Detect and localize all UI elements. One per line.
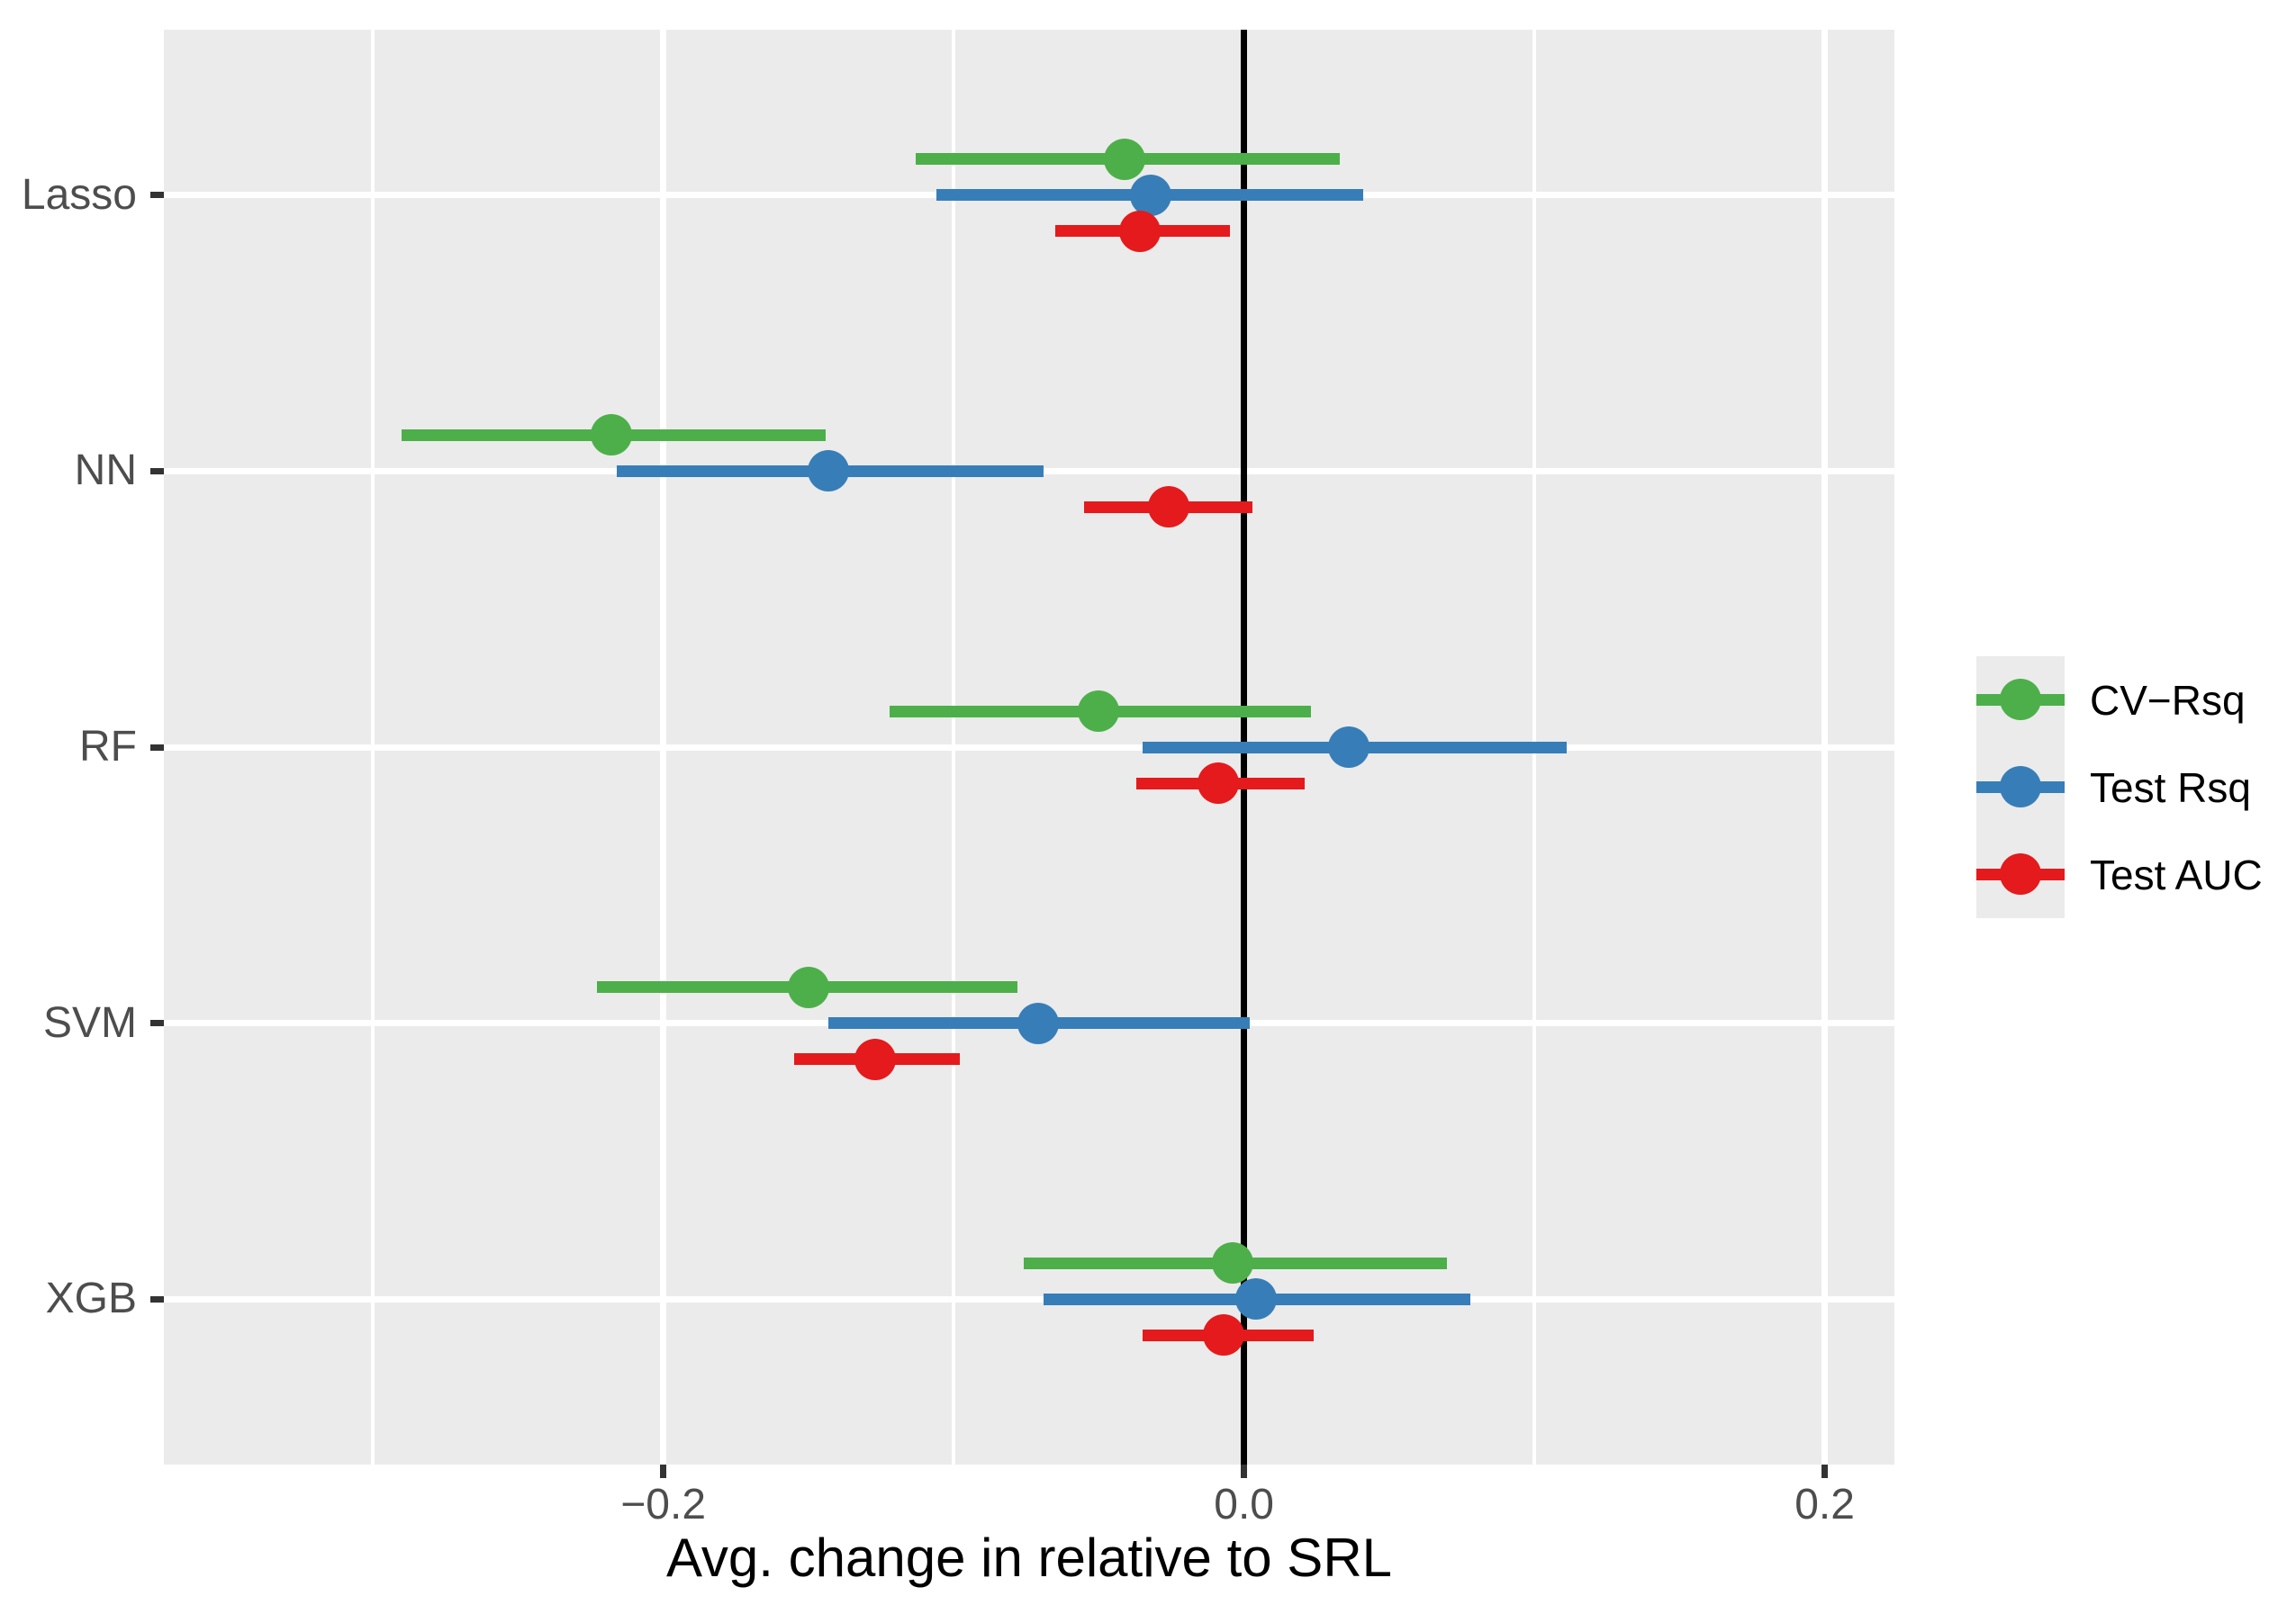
point-test-rsq-svm <box>1017 1002 1059 1044</box>
point-test-rsq-rf <box>1327 726 1369 768</box>
y-axis-tick <box>150 1020 164 1027</box>
point-test-auc-xgb <box>1203 1314 1245 1357</box>
plot-panel <box>164 30 1894 1465</box>
y-tick-label-lasso: Lasso <box>21 170 137 219</box>
legend-item-test-auc: Test AUC <box>1976 831 2263 918</box>
point-cv-rsq-rf <box>1078 690 1120 732</box>
x-axis-tick <box>660 1465 667 1478</box>
point-cv-rsq-svm <box>787 966 829 1008</box>
point-test-rsq-xgb <box>1234 1278 1277 1321</box>
point-test-auc-lasso <box>1118 210 1161 252</box>
y-tick-label-rf: RF <box>79 723 137 771</box>
legend-label-test-auc: Test AUC <box>2090 851 2263 898</box>
legend-item-cv-rsq: CV−Rsq <box>1976 656 2263 744</box>
legend-label-cv-rsq: CV−Rsq <box>2090 676 2246 724</box>
y-tick-label-svm: SVM <box>42 998 137 1047</box>
legend: CV−Rsq Test Rsq Test AUC <box>1976 656 2263 918</box>
x-axis-tick <box>1241 1465 1248 1478</box>
gridline-row-rf <box>164 744 1894 751</box>
y-tick-label-nn: NN <box>74 446 137 495</box>
y-axis-tick <box>150 192 164 199</box>
legend-key-dot-icon <box>2000 679 2041 720</box>
y-axis-tick <box>150 467 164 474</box>
gridline-row-xgb <box>164 1295 1894 1303</box>
legend-key-dot-icon <box>2000 853 2041 895</box>
point-test-rsq-nn <box>808 450 850 492</box>
legend-key-test-auc <box>1976 831 2065 918</box>
x-axis-tick <box>1821 1465 1829 1478</box>
point-test-auc-rf <box>1197 762 1239 804</box>
legend-label-test-rsq: Test Rsq <box>2090 763 2251 811</box>
legend-key-cv-rsq <box>1976 656 2065 744</box>
x-tick-label: 0.2 <box>1794 1481 1855 1528</box>
x-tick-label: −0.2 <box>620 1481 707 1528</box>
point-cv-rsq-nn <box>590 414 632 456</box>
point-cv-rsq-lasso <box>1104 138 1146 180</box>
y-axis-tick <box>150 744 164 751</box>
point-test-auc-svm <box>854 1038 897 1080</box>
legend-item-test-rsq: Test Rsq <box>1976 744 2263 831</box>
x-axis-title: Avg. change in relative to SRL <box>665 1528 1393 1588</box>
x-tick-label: 0.0 <box>1214 1481 1274 1528</box>
point-test-rsq-lasso <box>1130 174 1172 216</box>
point-cv-rsq-xgb <box>1211 1242 1253 1285</box>
legend-key-test-rsq <box>1976 744 2065 831</box>
legend-key-dot-icon <box>2000 766 2041 807</box>
y-axis-tick <box>150 1295 164 1303</box>
point-test-auc-nn <box>1147 486 1189 528</box>
y-tick-label-xgb: XGB <box>45 1275 137 1323</box>
